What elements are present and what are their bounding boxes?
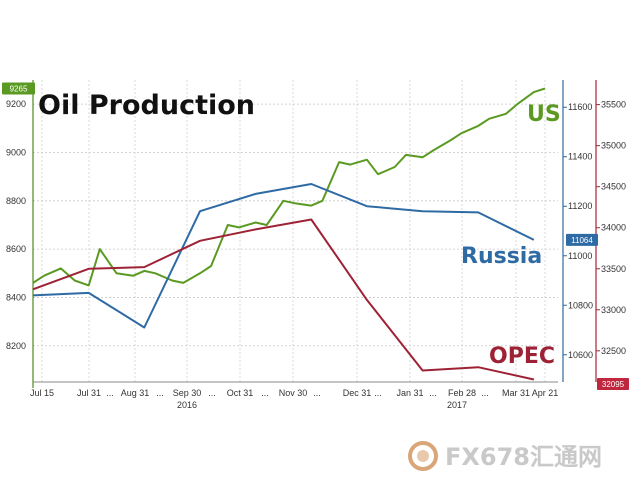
x-tick-label: Oct 31 — [227, 388, 254, 398]
y-tick-label-russia: 11400 — [568, 152, 592, 162]
x-tick-label: ... — [374, 388, 382, 398]
y-tick-label-russia: 10600 — [568, 350, 593, 360]
y-tick-label-us: 8800 — [6, 196, 26, 206]
badge-value-opec: 32095 — [602, 380, 625, 389]
badge-value-us: 9265 — [10, 84, 28, 93]
y-tick-label-opec: 34500 — [601, 182, 626, 192]
x-tick-label: ... — [106, 388, 114, 398]
tick-labels: 8200 8400 8600 8800 9000 9200 10600 10800 11000 1… — [2, 82, 629, 410]
y-tick-label-russia: 11000 — [568, 251, 592, 261]
y-tick-label-opec: 32500 — [601, 346, 626, 356]
series-label-russia: Russia — [461, 244, 542, 269]
x-tick-label: Jul 15 — [30, 388, 54, 398]
x-tick-label: 2016 — [177, 400, 197, 410]
y-tick-label-opec: 33000 — [601, 305, 626, 315]
chart-title: Oil Production — [38, 90, 255, 121]
y-tick-label-opec: 35000 — [601, 141, 626, 151]
y-tick-label-opec: 34000 — [601, 223, 626, 233]
y-tick-label-russia: 11200 — [568, 201, 592, 211]
badge-opec: 32095 — [597, 378, 629, 391]
x-tick-label: ... — [313, 388, 321, 398]
x-tick-label: ... — [261, 388, 269, 398]
y-tick-label-us: 9000 — [6, 147, 26, 157]
x-tick-label: ... — [156, 388, 164, 398]
y-tick-label-us: 8400 — [6, 292, 26, 302]
badge-value-russia: 11064 — [571, 236, 593, 245]
x-tick-label: Dec 31 — [343, 388, 372, 398]
y-tick-label-opec: 35500 — [601, 100, 626, 110]
watermark-globe-icon — [408, 441, 438, 471]
x-tick-label: Apr 21 — [532, 388, 559, 398]
x-tick-label: ... — [481, 388, 489, 398]
series-line-us — [32, 87, 546, 287]
x-tick-label: Aug 31 — [121, 388, 150, 398]
axes — [32, 80, 600, 388]
x-tick-label: 2017 — [447, 400, 467, 410]
x-tick-label: Jul 31 — [77, 388, 101, 398]
x-tick-label: Jan 31 — [396, 388, 423, 398]
x-tick-label: Nov 30 — [279, 388, 308, 398]
y-tick-label-us: 8200 — [6, 341, 26, 351]
badge-us: 9265 — [2, 82, 35, 95]
badge-russia: 11064 — [566, 233, 598, 246]
watermark-logo: FX678汇通网 — [408, 441, 602, 471]
watermark-text: FX678汇通网 — [445, 443, 602, 471]
y-tick-label-us: 9200 — [6, 99, 26, 109]
series-line-opec — [32, 218, 535, 381]
x-tick-label: ... — [208, 388, 216, 398]
y-tick-label-russia: 10800 — [568, 300, 593, 310]
series-line-russia — [32, 183, 535, 329]
x-tick-label: Mar 31 — [502, 388, 530, 398]
y-tick-label-russia: 11600 — [568, 102, 592, 112]
series-label-us: US — [527, 102, 561, 127]
grid-lines — [33, 80, 558, 382]
x-tick-label: Sep 30 — [173, 388, 202, 398]
x-tick-label: ... — [429, 388, 437, 398]
y-tick-label-opec: 33500 — [601, 264, 626, 274]
series-lines — [32, 87, 546, 381]
y-tick-label-us: 8600 — [6, 244, 26, 254]
x-tick-label: Feb 28 — [448, 388, 476, 398]
series-label-opec: OPEC — [489, 344, 555, 369]
